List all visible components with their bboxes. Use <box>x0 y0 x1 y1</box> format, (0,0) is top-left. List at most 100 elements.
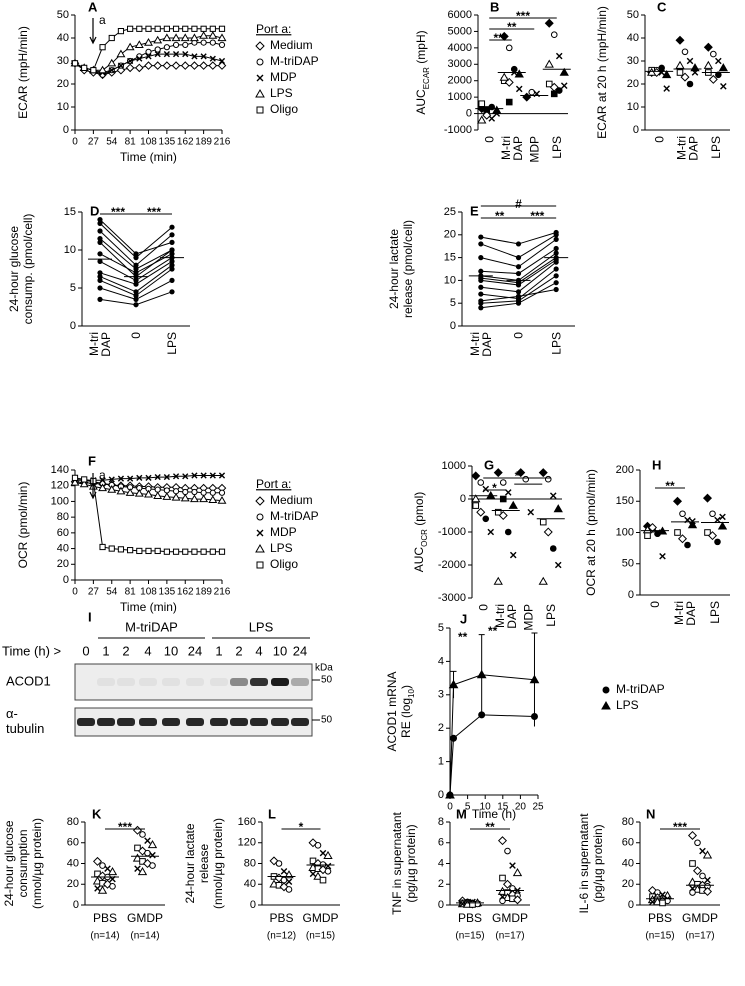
point <box>515 241 522 247</box>
lane-label: 24 <box>188 643 202 658</box>
marker <box>142 858 153 869</box>
marker <box>163 51 170 58</box>
significance-label: ** <box>488 624 498 638</box>
marker <box>139 831 146 838</box>
marker <box>117 475 125 482</box>
marker <box>137 866 148 876</box>
lane-label: 10 <box>164 643 178 658</box>
marker <box>218 548 226 555</box>
marker <box>497 836 508 846</box>
significance-label: ** <box>495 209 505 223</box>
x-tick-label: 135 <box>159 587 176 598</box>
y-axis-label-part: RE (log <box>399 698 413 738</box>
y-axis-label-part: release <box>197 843 211 883</box>
marker <box>689 860 696 867</box>
point <box>515 282 522 288</box>
x-tick-label: 189 <box>195 587 212 598</box>
marker <box>182 51 189 58</box>
x-tick-label: 0 <box>72 587 78 598</box>
significance-label: ** <box>665 479 675 493</box>
marker <box>117 28 125 35</box>
marker <box>147 840 158 849</box>
marker <box>720 83 727 90</box>
marker <box>482 515 490 523</box>
point <box>133 255 139 261</box>
marker <box>104 865 111 872</box>
marker <box>280 867 288 875</box>
x-tick-label: DAP <box>684 601 698 626</box>
marker <box>172 25 180 32</box>
legend-symbol <box>256 74 264 82</box>
y-axis-label-part: (pg/µg protein) <box>404 824 418 902</box>
lane-label: 24 <box>293 643 307 658</box>
y-axis-label: 24-hour glucoseconsumption(nmol/µg prote… <box>2 818 44 909</box>
marker <box>154 51 161 58</box>
y-tick-label: 15 <box>64 206 76 218</box>
group-label: M-triDAP <box>125 619 178 634</box>
y-tick-label: 6 <box>438 837 444 849</box>
marker <box>654 530 661 538</box>
y-tick-label: 40 <box>244 878 256 890</box>
x-tick-label: 162 <box>177 587 194 598</box>
y-tick-label: 50 <box>57 9 69 21</box>
marker <box>658 69 665 76</box>
y-tick-label: 0 <box>63 124 69 136</box>
x-tick-label: LPS <box>709 136 723 159</box>
marker <box>108 67 115 74</box>
x-tick-label: PBS <box>648 911 672 925</box>
significance-label: * <box>515 469 520 483</box>
marker <box>477 479 485 486</box>
legend-label: Oligo <box>270 102 298 116</box>
marker <box>209 39 216 46</box>
marker <box>477 115 487 124</box>
lane-label: 1 <box>102 643 109 658</box>
marker <box>554 561 562 569</box>
blot-band <box>250 678 268 686</box>
point <box>133 262 139 268</box>
marker <box>324 862 332 870</box>
x-tick-label: GMDP <box>682 911 718 925</box>
marker <box>218 41 226 49</box>
legend-symbol <box>601 700 611 710</box>
point <box>97 285 103 291</box>
blot-band <box>97 718 115 726</box>
marker <box>154 46 161 53</box>
y-tick-label: 3 <box>438 689 444 701</box>
marker <box>200 39 207 46</box>
marker <box>97 885 108 894</box>
y-axis-label-part: release (pmol/cell) <box>401 220 415 318</box>
marker <box>319 876 327 884</box>
x-tick-label: 27 <box>88 137 100 148</box>
blot-band <box>230 718 248 726</box>
y-axis-label: AUCOCR (pmol) <box>412 492 428 572</box>
marker <box>512 895 523 905</box>
marker <box>502 879 513 889</box>
marker <box>478 100 486 108</box>
marker <box>717 521 728 530</box>
y-axis-label-part: ECAR <box>422 67 431 89</box>
point <box>478 291 484 297</box>
y-tick-label: 0 <box>633 124 639 136</box>
point <box>133 296 139 302</box>
y-tick-label: 0 <box>438 899 444 911</box>
marker <box>102 879 113 889</box>
point <box>169 239 175 245</box>
marker <box>642 525 653 534</box>
marker <box>98 483 108 492</box>
row-label: tubulin <box>6 721 44 736</box>
marker <box>471 471 481 481</box>
y-tick-label: -1000 <box>438 526 466 538</box>
y-tick-label: 50 <box>627 9 639 21</box>
y-tick-label: 0 <box>628 899 634 911</box>
y-axis-label-part: OCR at 20 h (pmol/min) <box>584 469 598 596</box>
marker <box>509 551 517 559</box>
marker <box>107 58 117 67</box>
x-tick-label: 81 <box>125 137 137 148</box>
y-tick-label: 80 <box>622 816 634 828</box>
y-axis-label-part: TNF in supernatant <box>390 811 404 914</box>
marker <box>686 57 694 65</box>
x-tick-label: 108 <box>140 587 157 598</box>
significance-label: *** <box>118 820 132 834</box>
marker <box>134 40 144 48</box>
